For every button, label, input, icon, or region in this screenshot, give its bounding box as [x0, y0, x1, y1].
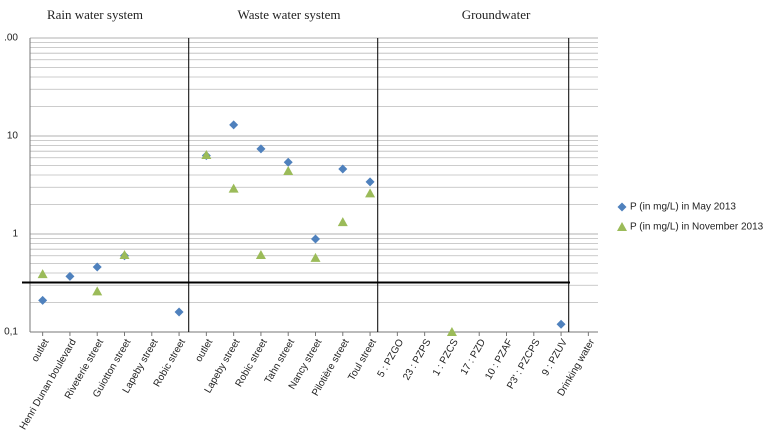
point	[365, 188, 376, 198]
y-tick-label: .00	[4, 33, 18, 44]
x-tick-label: 23 : PZPS	[401, 337, 433, 382]
point	[446, 327, 457, 336]
group-header: Waste water system	[238, 7, 341, 22]
y-tick-label: 1	[12, 229, 18, 240]
point	[229, 120, 239, 130]
x-tick-label: outlet	[193, 337, 215, 364]
legend-marker	[617, 202, 627, 212]
point	[228, 183, 239, 193]
group-header: Rain water system	[47, 7, 143, 22]
point	[38, 295, 48, 305]
y-tick-label: 10	[7, 131, 19, 142]
point	[283, 165, 294, 175]
point	[311, 234, 320, 244]
legend-label: P (in mg/L) in November 2013	[630, 222, 764, 233]
legend-marker	[617, 222, 627, 231]
point	[119, 250, 130, 260]
point	[174, 307, 184, 317]
x-tick-label: 5 : PZGO	[376, 337, 407, 379]
group-header: Groundwater	[462, 7, 531, 22]
point	[256, 144, 266, 154]
x-tick-label: Toul street	[346, 337, 379, 383]
point	[92, 262, 102, 272]
point	[365, 177, 375, 187]
point	[337, 217, 348, 227]
x-tick-label: 1 : PZCS	[431, 337, 461, 378]
x-tick-label: 17 : PZD	[459, 337, 488, 377]
point	[37, 269, 48, 279]
point	[556, 319, 566, 329]
point	[201, 149, 212, 159]
point	[338, 164, 348, 174]
point	[283, 157, 293, 167]
point	[92, 286, 103, 296]
x-tick-label: outlet	[30, 337, 52, 364]
point	[255, 250, 266, 260]
point	[65, 271, 75, 281]
y-tick-label: 0,1	[4, 327, 18, 338]
point	[310, 252, 321, 262]
legend-label: P (in mg/L) in May 2013	[630, 202, 736, 213]
x-tick-label: 9 : PZUV	[540, 337, 570, 378]
